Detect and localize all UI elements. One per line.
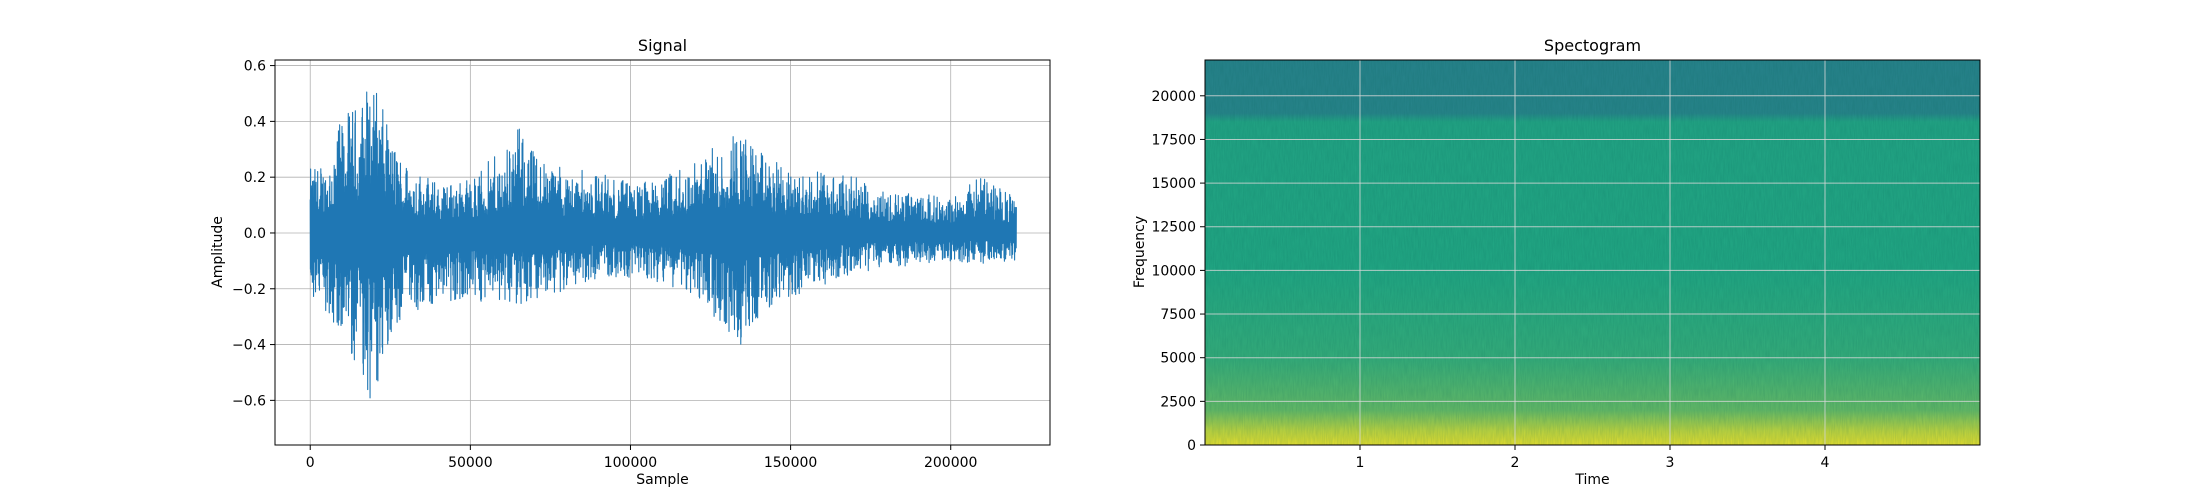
signal-ytick-label: 0.0 xyxy=(244,226,266,242)
spectrogram-xtick-label: 2 xyxy=(1511,455,1520,471)
spectrogram-ytick-label: 17500 xyxy=(1151,132,1196,148)
spectrogram-chart: 1 2 3 4 0 2500 5000 7500 10000 12500 15000 17500 200… xyxy=(1132,36,1981,488)
signal-ytick-label: 0.2 xyxy=(244,170,266,186)
signal-xtick-label: 0 xyxy=(306,455,315,471)
signal-xlabel: Sample xyxy=(636,472,689,488)
spectrogram-ytick-label: 2500 xyxy=(1160,394,1196,410)
spectrogram-ytick-label: 0 xyxy=(1187,438,1196,454)
signal-ylabel: Amplitude xyxy=(210,216,226,288)
signal-ytick-label: −0.2 xyxy=(232,282,266,298)
signal-title: Signal xyxy=(638,36,687,55)
spectrogram-ticks: 1 2 3 4 0 2500 5000 7500 10000 12500 15000 17500 200… xyxy=(1151,89,1829,471)
spectrogram-xtick-label: 4 xyxy=(1821,455,1830,471)
signal-chart: 0 50000 100000 150000 200000 −0.6 −0.4 −0.2 0.0 0… xyxy=(210,36,1051,488)
spectrogram-ytick-label: 12500 xyxy=(1151,220,1196,236)
spectrogram-xtick-label: 1 xyxy=(1356,455,1365,471)
signal-ticks: 0 50000 100000 150000 200000 −0.6 −0.4 −0.2 0.0 0… xyxy=(232,59,977,471)
spectrogram-frame xyxy=(1204,59,1981,446)
spectrogram-grid xyxy=(1205,60,1980,445)
signal-ytick-label: −0.4 xyxy=(232,338,266,354)
signal-waveform xyxy=(309,91,1017,399)
signal-ytick-label: 0.6 xyxy=(244,59,266,75)
spectrogram-ytick-label: 5000 xyxy=(1160,351,1196,367)
spectrogram-xtick-label: 3 xyxy=(1666,455,1675,471)
signal-series-line xyxy=(309,91,1017,399)
spectrogram-texture xyxy=(1205,60,1980,445)
signal-xtick-label: 50000 xyxy=(448,455,493,471)
spectrogram-ytick-label: 15000 xyxy=(1151,176,1196,192)
spectrogram-xlabel: Time xyxy=(1574,472,1609,488)
spectrogram-ylabel: Frequency xyxy=(1132,216,1148,288)
signal-xtick-label: 100000 xyxy=(604,455,657,471)
signal-xtick-label: 200000 xyxy=(924,455,977,471)
signal-frame xyxy=(274,59,1051,446)
signal-xtick-label: 150000 xyxy=(764,455,817,471)
spectrogram-ytick-label: 10000 xyxy=(1151,263,1196,279)
signal-ytick-label: 0.4 xyxy=(244,114,266,130)
signal-ytick-label: −0.6 xyxy=(232,393,266,409)
spectrogram-ytick-label: 7500 xyxy=(1160,307,1196,323)
spectrogram-title: Spectogram xyxy=(1544,36,1641,55)
spectrogram-ytick-label: 20000 xyxy=(1151,89,1196,105)
